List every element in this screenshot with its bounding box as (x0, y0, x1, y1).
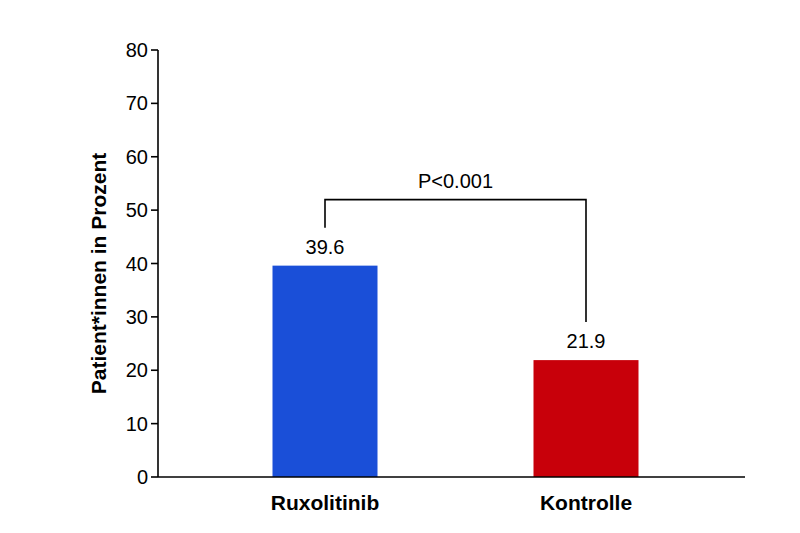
bar (534, 360, 639, 477)
y-tick-label: 80 (126, 39, 148, 61)
y-axis-label: Patient*innen in Prozent (87, 153, 110, 395)
y-tick (151, 263, 158, 265)
y-tick (151, 49, 158, 51)
x-tick-label: Kontrolle (540, 491, 632, 514)
y-tick-label: 10 (126, 413, 148, 435)
significance-bracket (325, 200, 586, 322)
y-tick (151, 103, 158, 105)
annotation: P<0.001 (418, 170, 493, 192)
y-tick-label: 60 (126, 146, 148, 168)
y-tick-label: 40 (126, 253, 148, 275)
y-tick-label: 50 (126, 199, 148, 221)
data-label: 21.9 (567, 330, 606, 352)
y-tick-label: 70 (126, 92, 148, 114)
chart: 0 10 20 30 40 50 60 70 80 Patient*innen in Prozen… (0, 0, 800, 533)
y-tick-label: 20 (126, 359, 148, 381)
y-tick-label: 0 (137, 466, 148, 488)
y-tick (151, 423, 158, 425)
y-tick (151, 369, 158, 371)
y-tick (151, 316, 158, 318)
data-label: 39.6 (306, 236, 345, 258)
x-axis (158, 476, 745, 478)
y-tick (151, 476, 158, 478)
y-tick-label: 30 (126, 306, 148, 328)
y-tick (151, 156, 158, 158)
x-tick-label: Ruxolitinib (271, 491, 380, 514)
bar (273, 266, 378, 477)
y-tick (151, 209, 158, 211)
